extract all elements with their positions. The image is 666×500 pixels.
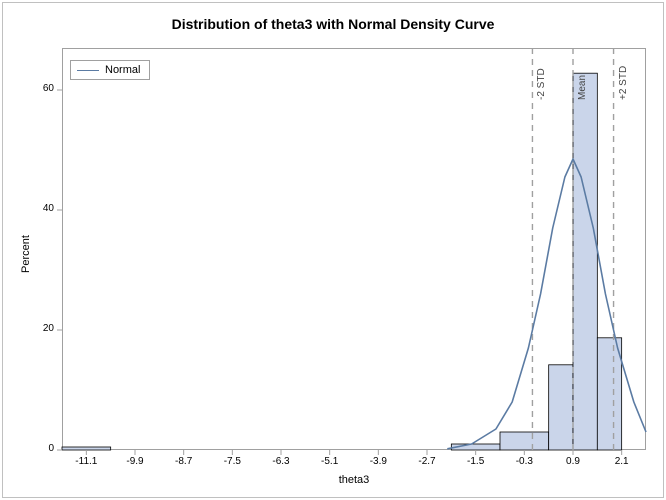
reference-line-label: -2 STD [536,68,547,100]
x-tick-label: -6.3 [263,456,299,467]
x-tick-label: -8.7 [166,456,202,467]
x-tick-label: -11.1 [68,456,104,467]
y-axis-label: Percent [20,235,32,273]
x-tick-label: -5.1 [312,456,348,467]
reference-line-label: +2 STD [618,66,629,100]
y-tick-label: 0 [28,443,54,454]
legend-label: Normal [105,64,140,76]
x-tick-label: -3.9 [360,456,396,467]
x-tick-label: -1.5 [458,456,494,467]
x-tick-label: 2.1 [604,456,640,467]
legend-box: Normal [70,60,150,80]
x-axis-label: theta3 [62,474,646,486]
plot-area [62,48,646,450]
reference-line-label: Mean [577,75,588,100]
x-tick-label: -2.7 [409,456,445,467]
y-tick-label: 60 [28,83,54,94]
x-tick-label: -7.5 [214,456,250,467]
x-tick-label: -9.9 [117,456,153,467]
x-tick-label: 0.9 [555,456,591,467]
chart-container: Distribution of theta3 with Normal Densi… [0,0,666,500]
x-tick-label: -0.3 [506,456,542,467]
y-tick-label: 20 [28,323,54,334]
legend-line-swatch [77,70,99,71]
chart-title: Distribution of theta3 with Normal Densi… [0,16,666,32]
y-tick-label: 40 [28,203,54,214]
